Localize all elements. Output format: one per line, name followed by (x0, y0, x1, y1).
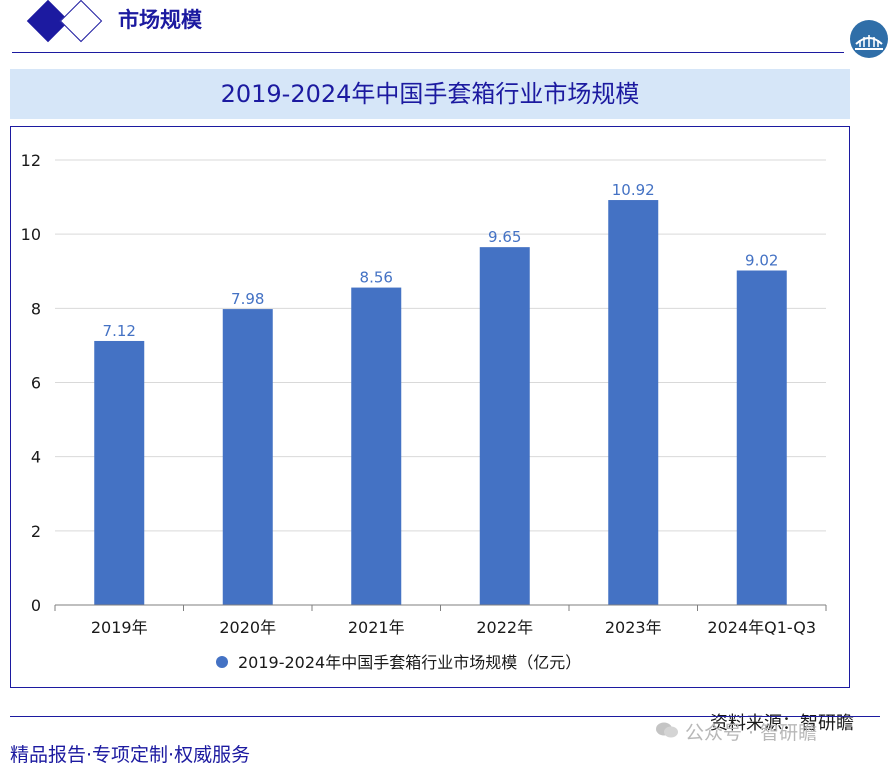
y-tick-label: 10 (21, 225, 41, 244)
data-label: 7.98 (231, 290, 264, 308)
x-tick-label: 2019年 (91, 618, 148, 637)
data-label: 9.02 (745, 252, 778, 270)
legend-label: 2019-2024年中国手套箱行业市场规模（亿元） (238, 653, 581, 672)
footer-divider (10, 716, 880, 717)
bar (94, 340, 145, 605)
data-source: 资料来源：智研瞻 (710, 713, 854, 734)
header-divider (12, 52, 844, 53)
y-tick-label: 8 (31, 299, 41, 318)
data-label: 9.65 (488, 228, 521, 246)
footer-slogan: 精品报告·专项定制·权威服务 (10, 744, 251, 766)
bar (479, 247, 530, 606)
bar (222, 309, 273, 605)
x-tick-label: 2022年 (476, 618, 533, 637)
x-tick-label: 2023年 (605, 618, 662, 637)
bar (608, 200, 659, 606)
section-title: 市场规模 (118, 8, 202, 32)
bar (351, 287, 402, 605)
bar-chart: 7.12 7.98 8.56 9.65 10.92 9.02 0 2 4 6 8 10 12 2019年… (21, 151, 827, 672)
x-tick-label: 2021年 (348, 618, 405, 637)
x-tick-label: 2020年 (219, 618, 276, 637)
legend-swatch (216, 656, 228, 668)
y-tick-label: 6 (31, 374, 41, 393)
x-tick-label: 2024年Q1-Q3 (707, 618, 816, 637)
chart-frame (10, 126, 850, 688)
chart-title: 2019-2024年中国手套箱行业市场规模 (220, 80, 640, 108)
y-tick-label: 4 (31, 448, 41, 467)
y-tick-label: 0 (31, 596, 41, 615)
y-tick-label: 12 (21, 151, 41, 170)
chart-title-band (10, 69, 850, 119)
y-tick-label: 2 (31, 522, 41, 541)
data-label: 10.92 (612, 181, 655, 199)
bar (736, 270, 787, 605)
wechat-icon (656, 722, 678, 738)
data-label: 8.56 (360, 269, 393, 287)
watermark-text: 公众号 · 智研瞻 (685, 722, 818, 744)
data-label: 7.12 (103, 322, 136, 340)
brand-logo-icon (850, 20, 888, 58)
